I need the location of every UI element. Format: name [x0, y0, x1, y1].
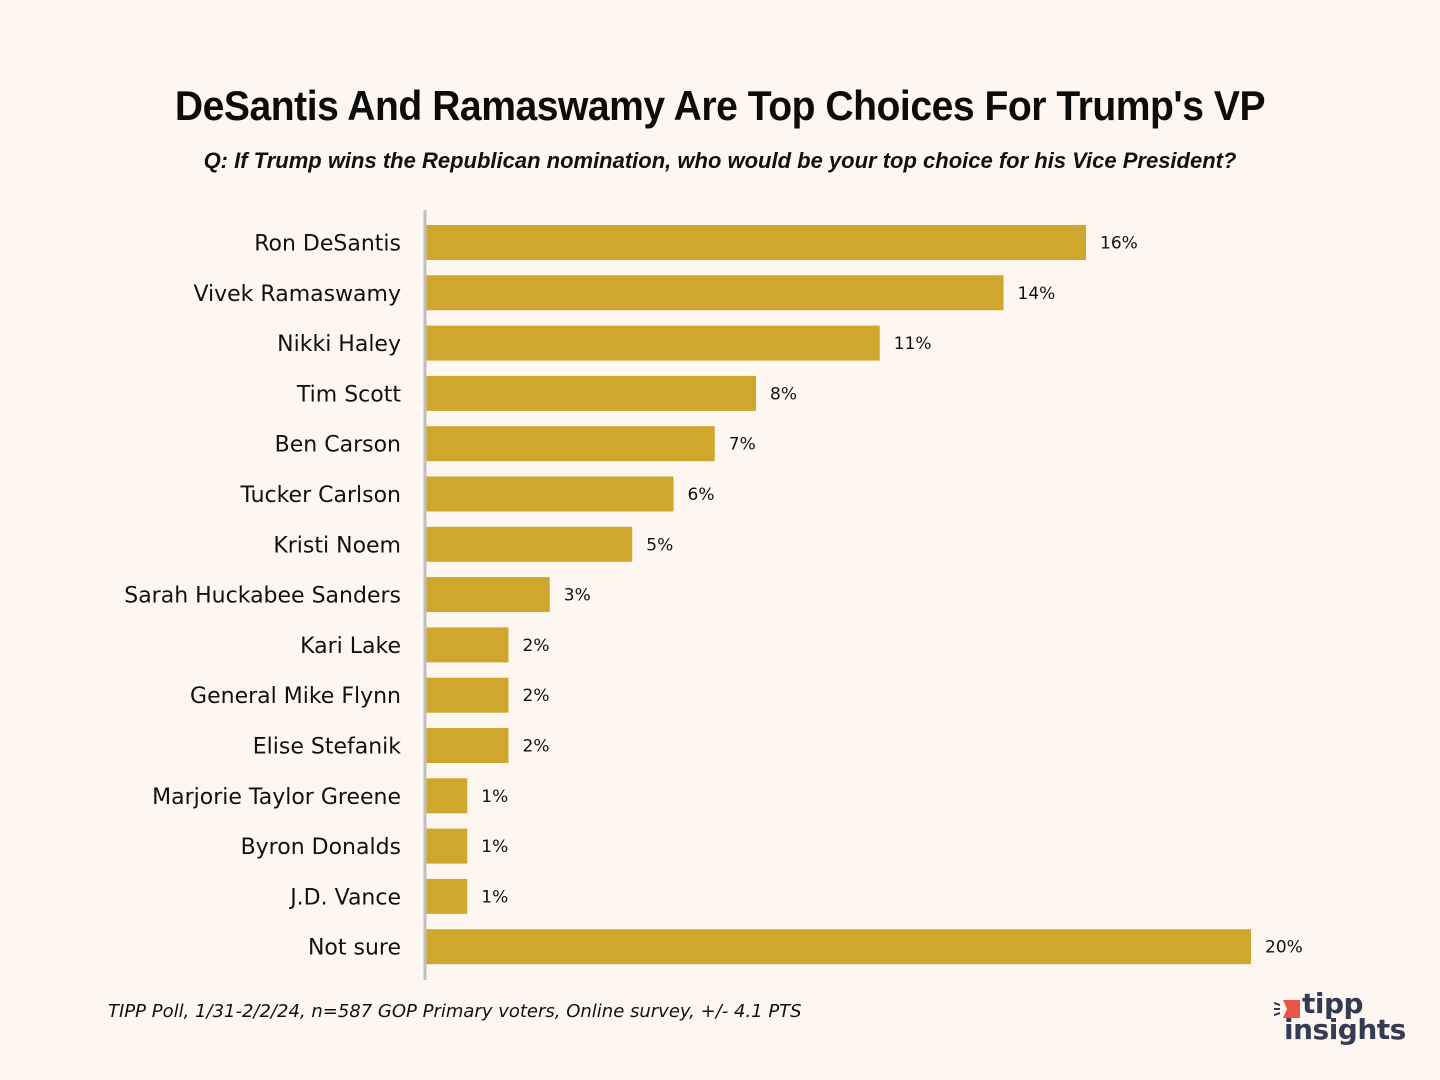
logo-ray-3	[1274, 1012, 1281, 1016]
bar-vivek-ramaswamy	[426, 275, 1004, 311]
value-label: 2%	[523, 737, 550, 757]
value-label: 1%	[481, 837, 508, 857]
value-label: 2%	[523, 636, 550, 656]
bar-kristi-noem	[426, 526, 633, 562]
logo-ray-1	[1274, 1002, 1281, 1006]
category-label: Kari Lake	[300, 634, 401, 659]
category-labels: Ron DeSantis Vivek Ramaswamy Nikki Haley Ti…	[124, 232, 401, 961]
bar-byron-donalds	[426, 828, 468, 864]
value-label: 1%	[481, 887, 508, 907]
logo-text-tipp: tipp	[1302, 987, 1364, 1020]
bar-kari-lake	[426, 627, 509, 663]
value-label: 14%	[1018, 284, 1056, 304]
category-label: Sarah Huckabee Sanders	[124, 584, 401, 609]
value-label: 11%	[894, 334, 932, 354]
category-label: Vivek Ramaswamy	[193, 282, 401, 307]
chart-title: DeSantis And Ramaswamy Are Top Choices F…	[174, 82, 1266, 129]
category-label: Ron DeSantis	[254, 232, 401, 257]
value-label: 8%	[770, 384, 797, 404]
bar-tucker-carlson	[426, 476, 674, 512]
bar-general-mike-flynn	[426, 677, 509, 713]
category-label: Tim Scott	[296, 382, 401, 407]
tipp-insights-logo: tipp insights	[1268, 987, 1428, 1052]
category-label: J.D. Vance	[288, 885, 401, 910]
logo-flag	[1283, 1000, 1300, 1018]
category-label: Not sure	[308, 936, 401, 961]
category-label: Ben Carson	[275, 433, 401, 458]
logo-text-insights: insights	[1284, 1013, 1406, 1046]
bars-group	[426, 225, 1251, 965]
bar-tim-scott	[426, 375, 756, 411]
value-label: 16%	[1100, 234, 1138, 254]
source-note: TIPP Poll, 1/31-2/2/24, n=587 GOP Primar…	[108, 1001, 802, 1022]
bar-marjorie-taylor-greene	[426, 778, 468, 814]
logo-flag-icon	[1274, 1000, 1300, 1018]
category-label: Nikki Haley	[277, 332, 401, 357]
bar-ron-desantis	[426, 225, 1086, 260]
bar-sarah-huckabee-sanders	[426, 577, 550, 613]
chart-subtitle: Q: If Trump wins the Republican nominati…	[203, 148, 1237, 173]
category-label: General Mike Flynn	[190, 684, 401, 709]
bar-not-sure	[426, 929, 1251, 965]
category-label: Elise Stefanik	[253, 735, 402, 760]
category-label: Tucker Carlson	[239, 483, 401, 508]
value-label: 2%	[523, 686, 550, 706]
bar-nikki-haley	[426, 325, 880, 361]
category-label: Kristi Noem	[273, 533, 401, 558]
bar-ben-carson	[426, 426, 715, 462]
category-label: Byron Donalds	[241, 835, 401, 860]
value-label: 20%	[1265, 938, 1303, 958]
value-label: 7%	[729, 435, 756, 455]
bar-elise-stefanik	[426, 728, 509, 763]
value-label: 3%	[564, 586, 591, 606]
bar-j-d-vance	[426, 878, 468, 914]
value-label: 1%	[481, 787, 508, 807]
value-labels: 16% 14% 11% 8% 7% 6% 5% 3% 2% 2% 2% 1% 1% 1% 20%	[481, 234, 1303, 958]
value-label: 5%	[646, 535, 673, 555]
category-label: Marjorie Taylor Greene	[152, 785, 401, 810]
value-label: 6%	[688, 485, 715, 505]
